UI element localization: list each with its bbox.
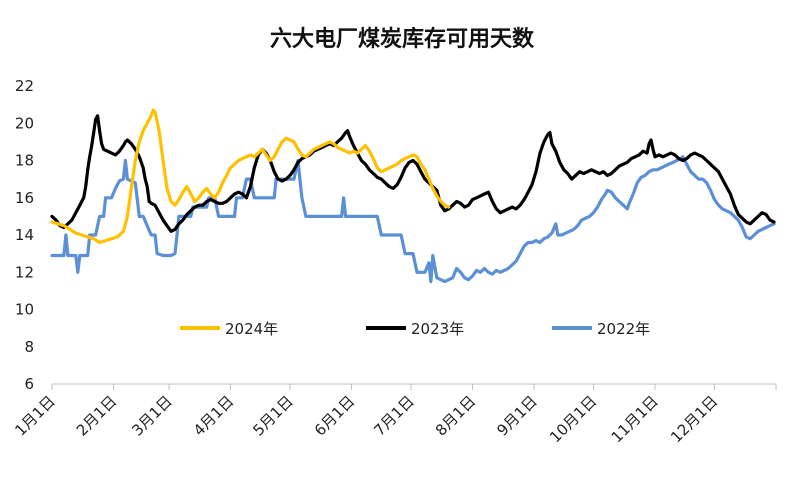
series-line-2 <box>50 155 776 284</box>
y-tick-label: 22 <box>15 77 34 95</box>
x-tick-label: 12月1日 <box>667 392 721 446</box>
x-tick-label: 6月1日 <box>311 392 358 439</box>
y-tick-label: 10 <box>15 301 34 319</box>
x-tick-label: 5月1日 <box>249 392 296 439</box>
x-tick-label: 3月1日 <box>128 392 175 439</box>
x-tick-label: 4月1日 <box>190 392 237 439</box>
x-tick-label: 9月1日 <box>493 392 540 439</box>
legend: 2024年 2023年 2022年 <box>180 320 650 338</box>
axes: 6 8 10 12 14 16 18 20 22 1月1日 2月1日 3月1日 4月1日 5月1日 6月1日… <box>11 77 777 446</box>
legend-label: 2023年 <box>411 320 464 338</box>
y-tick-label: 16 <box>15 189 34 207</box>
y-tick-label: 8 <box>24 338 34 356</box>
y-tick-label: 20 <box>15 114 34 132</box>
chart-title: 六大电厂煤炭库存可用天数 <box>270 26 535 52</box>
x-tick-label: 11月1日 <box>608 392 662 446</box>
y-tick-label: 18 <box>15 152 34 170</box>
y-tick-label: 6 <box>24 375 34 393</box>
series-lines <box>50 108 776 284</box>
series-line-1 <box>50 114 776 233</box>
x-tick-label: 1月1日 <box>11 392 58 439</box>
legend-label: 2022年 <box>597 320 650 338</box>
x-tick-label: 2月1日 <box>73 392 120 439</box>
y-tick-label: 12 <box>15 263 34 281</box>
y-tick-label: 14 <box>15 226 34 244</box>
legend-label: 2024年 <box>225 320 278 338</box>
x-tick-label: 8月1日 <box>432 392 479 439</box>
x-tick-label: 7月1日 <box>370 392 417 439</box>
x-tick-label: 10月1日 <box>546 392 600 446</box>
series-line-0 <box>50 108 451 245</box>
